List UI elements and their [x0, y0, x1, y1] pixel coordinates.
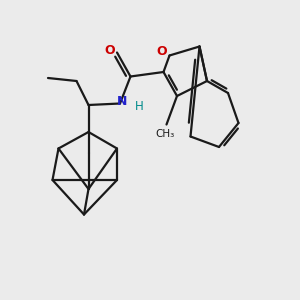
Text: O: O: [157, 45, 167, 58]
Text: N: N: [117, 94, 128, 108]
Text: CH₃: CH₃: [155, 128, 175, 139]
Text: H: H: [135, 100, 144, 113]
Text: O: O: [104, 44, 115, 57]
